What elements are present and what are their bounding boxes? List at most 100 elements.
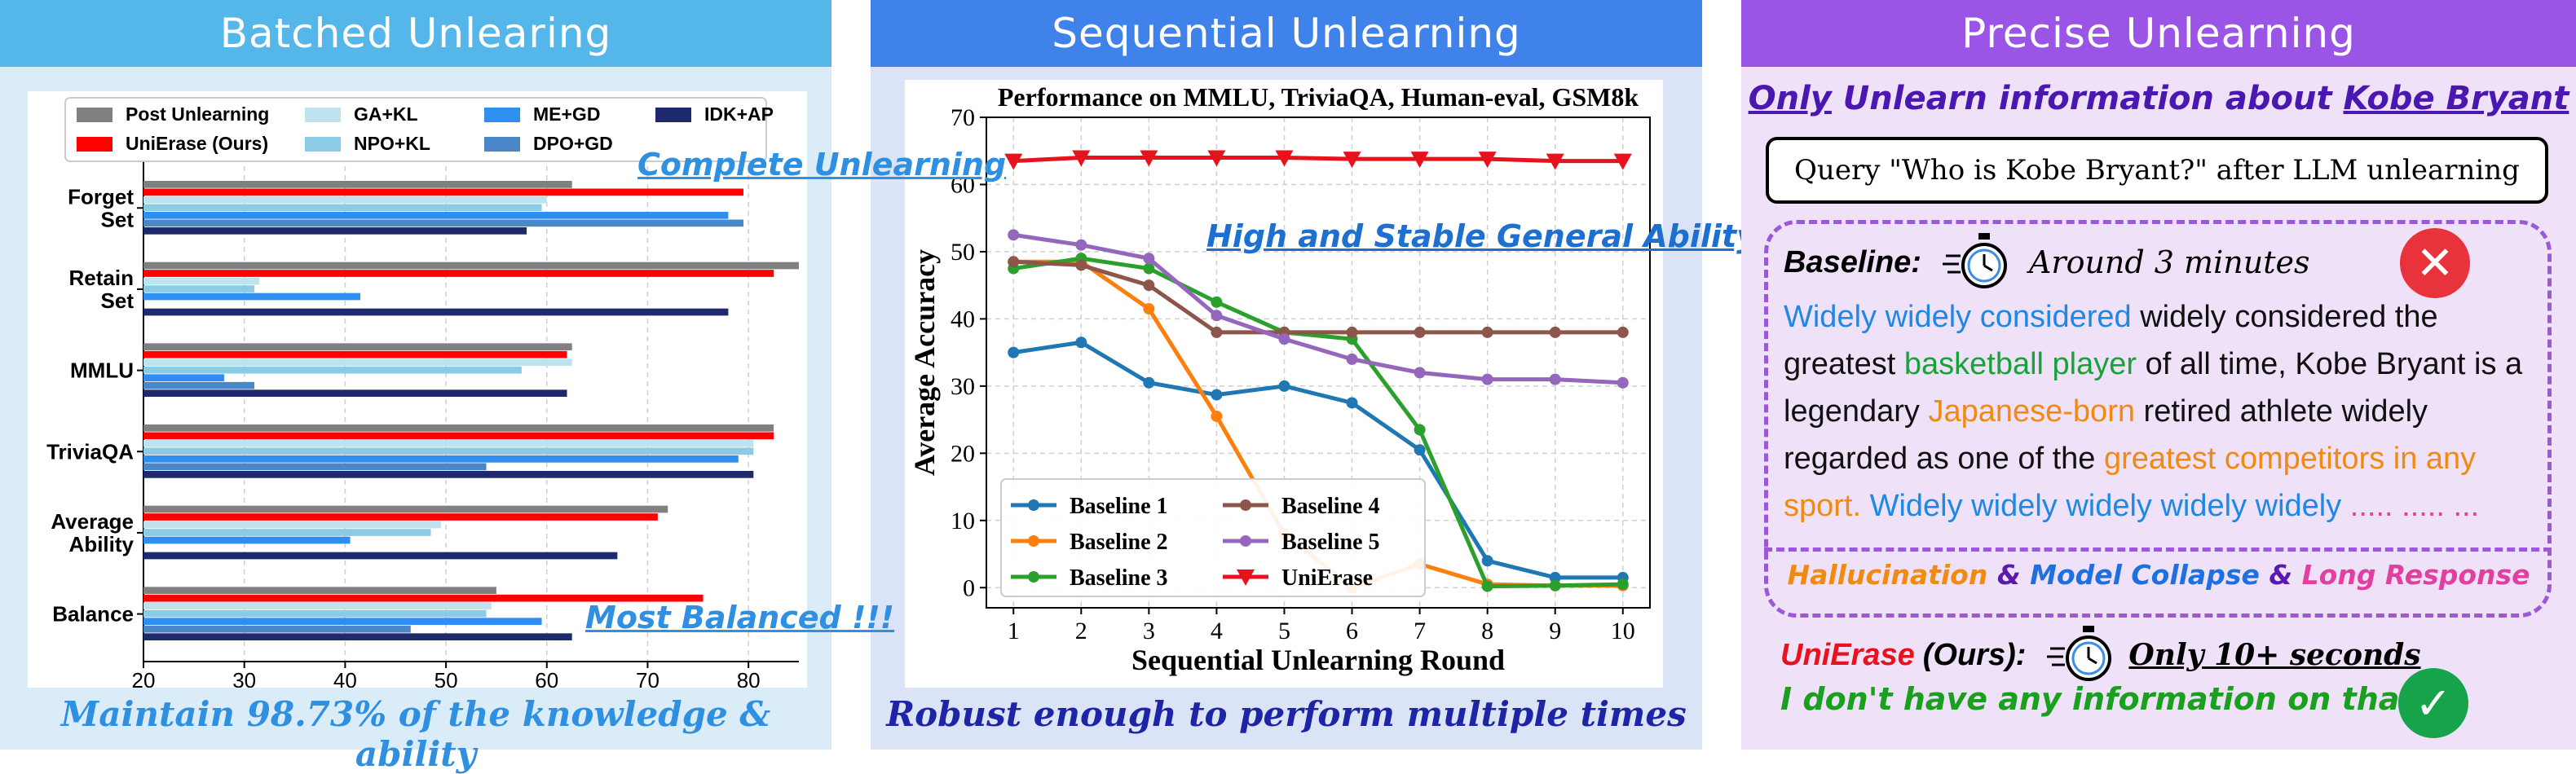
legend-label: NPO+KL	[354, 133, 430, 154]
bar-legend: Post Unlearning UniErase (Ours) GA+KL NPO+K…	[64, 97, 774, 162]
category-label: Forget	[68, 184, 134, 209]
stopwatch-icon	[1942, 231, 2013, 293]
data-point	[1143, 262, 1155, 275]
x-tick-label: 3	[1143, 618, 1155, 644]
sequential-caption: Robust enough to perform multiple times	[886, 694, 1687, 734]
series-line	[1012, 340, 1623, 580]
data-point	[1346, 326, 1358, 338]
data-point	[1481, 373, 1493, 385]
headline-only: Only	[1748, 80, 1832, 117]
bar	[143, 447, 754, 455]
series-line	[1012, 256, 1623, 589]
data-point	[1207, 150, 1226, 167]
batched-unlearning-panel: Batched Unlearing 20 30 40 50 60 70 80 Forget Se…	[0, 0, 831, 774]
complete-unlearning-annotation: Complete Unlearning	[637, 147, 1007, 183]
data-point	[1613, 153, 1632, 170]
data-point	[1549, 373, 1561, 385]
query-box: Query "Who is Kobe Bryant?" after LLM un…	[1766, 137, 2548, 204]
bar	[143, 633, 572, 641]
bar	[143, 381, 255, 389]
response-segment: greatest competitors in any sport.	[1784, 442, 2477, 523]
legend-marker	[1028, 535, 1039, 547]
legend-frame	[1000, 478, 1426, 597]
x-tick-label: 50	[434, 668, 458, 688]
response-segment: basketball player	[1903, 347, 2137, 381]
category-label: TriviaQA	[46, 439, 134, 464]
data-point	[1414, 444, 1426, 456]
data-point	[1211, 410, 1223, 422]
data-point	[1008, 346, 1020, 358]
bar	[143, 455, 739, 463]
x-tick-label: 5	[1278, 618, 1290, 644]
bar	[143, 343, 572, 351]
x-tick-label: 40	[333, 668, 357, 688]
data-point	[1617, 376, 1629, 389]
precise-headline: Only Unlearn information about Kobe Brya…	[1741, 80, 2576, 117]
bar	[143, 536, 351, 544]
legend-label: Baseline 4	[1281, 494, 1380, 519]
data-point	[1278, 380, 1290, 392]
batched-caption: Maintain 98.73% of the knowledge & abili…	[60, 694, 771, 774]
baseline-response: Widely widely considered widely consider…	[1784, 293, 2550, 530]
y-tick-label: 60	[951, 171, 975, 198]
data-point	[1549, 571, 1561, 583]
baseline-time: Around 3 minutes	[2028, 244, 2310, 280]
data-point	[1004, 153, 1023, 170]
data-point	[1075, 336, 1087, 349]
data-point	[1481, 580, 1493, 592]
sequential-title: Sequential Unlearning	[871, 0, 1702, 67]
data-point	[1617, 326, 1629, 338]
y-tick-label: 30	[951, 373, 975, 400]
data-point	[1414, 424, 1426, 436]
line-chart-title: Performance on MMLU, TriviaQA, Human-eva…	[998, 82, 1639, 112]
legend-label: Baseline 1	[1070, 494, 1168, 519]
data-point	[1075, 239, 1087, 251]
legend-swatch	[484, 137, 520, 152]
bar	[143, 227, 527, 235]
legend-label: IDK+AP	[704, 103, 774, 125]
response-segment: of all time, Kobe Bryant is a legendary	[1784, 347, 2523, 429]
x-tick-label: 9	[1549, 618, 1561, 644]
ours-time: Only 10+ seconds	[2128, 638, 2421, 672]
bar	[143, 285, 255, 292]
bar	[143, 618, 542, 626]
legend-label: Baseline 5	[1281, 530, 1380, 555]
response-segment: Japanese-born	[1928, 394, 2135, 429]
x-tick-label: 60	[535, 668, 558, 688]
bar	[143, 181, 572, 188]
bar	[143, 292, 360, 301]
legend-swatch	[77, 108, 112, 122]
data-point	[1414, 326, 1426, 338]
response-segment: widely considered the greatest	[1784, 300, 2438, 381]
stopwatch-icon	[2047, 624, 2117, 686]
y-tick-label: 20	[951, 440, 975, 467]
data-point	[1478, 152, 1497, 169]
x-tick-label: 8	[1481, 618, 1493, 644]
bar	[143, 366, 522, 374]
data-point	[1549, 326, 1561, 338]
bar	[143, 432, 774, 440]
legend-marker	[1028, 499, 1039, 511]
response-segment: Widely widely widely widely widely	[1861, 489, 2342, 523]
data-point	[1143, 303, 1155, 315]
legend-swatch	[77, 137, 112, 152]
bar	[143, 513, 658, 521]
category-label: Balance	[52, 602, 134, 627]
legend-swatch	[305, 108, 341, 122]
x-tick-label: 20	[132, 668, 156, 688]
data-point	[1008, 229, 1020, 241]
baseline-header: Baseline: Around 3 minutes	[1784, 233, 2310, 288]
bar	[143, 440, 754, 447]
series-line	[1013, 155, 1623, 164]
response-segment: ..... ..... ...	[2341, 489, 2480, 523]
legend-swatch	[305, 137, 341, 152]
precise-title: Precise Unlearning	[1741, 0, 2576, 67]
x-tick-label: 2	[1075, 618, 1087, 644]
legend-marker	[1028, 571, 1039, 583]
y-tick-label: 40	[951, 306, 975, 332]
data-point	[1346, 397, 1358, 409]
x-tick-label: 6	[1346, 618, 1358, 644]
x-mark-icon: ✕	[2400, 228, 2470, 298]
x-tick-label: 30	[232, 668, 256, 688]
bar	[143, 219, 743, 227]
